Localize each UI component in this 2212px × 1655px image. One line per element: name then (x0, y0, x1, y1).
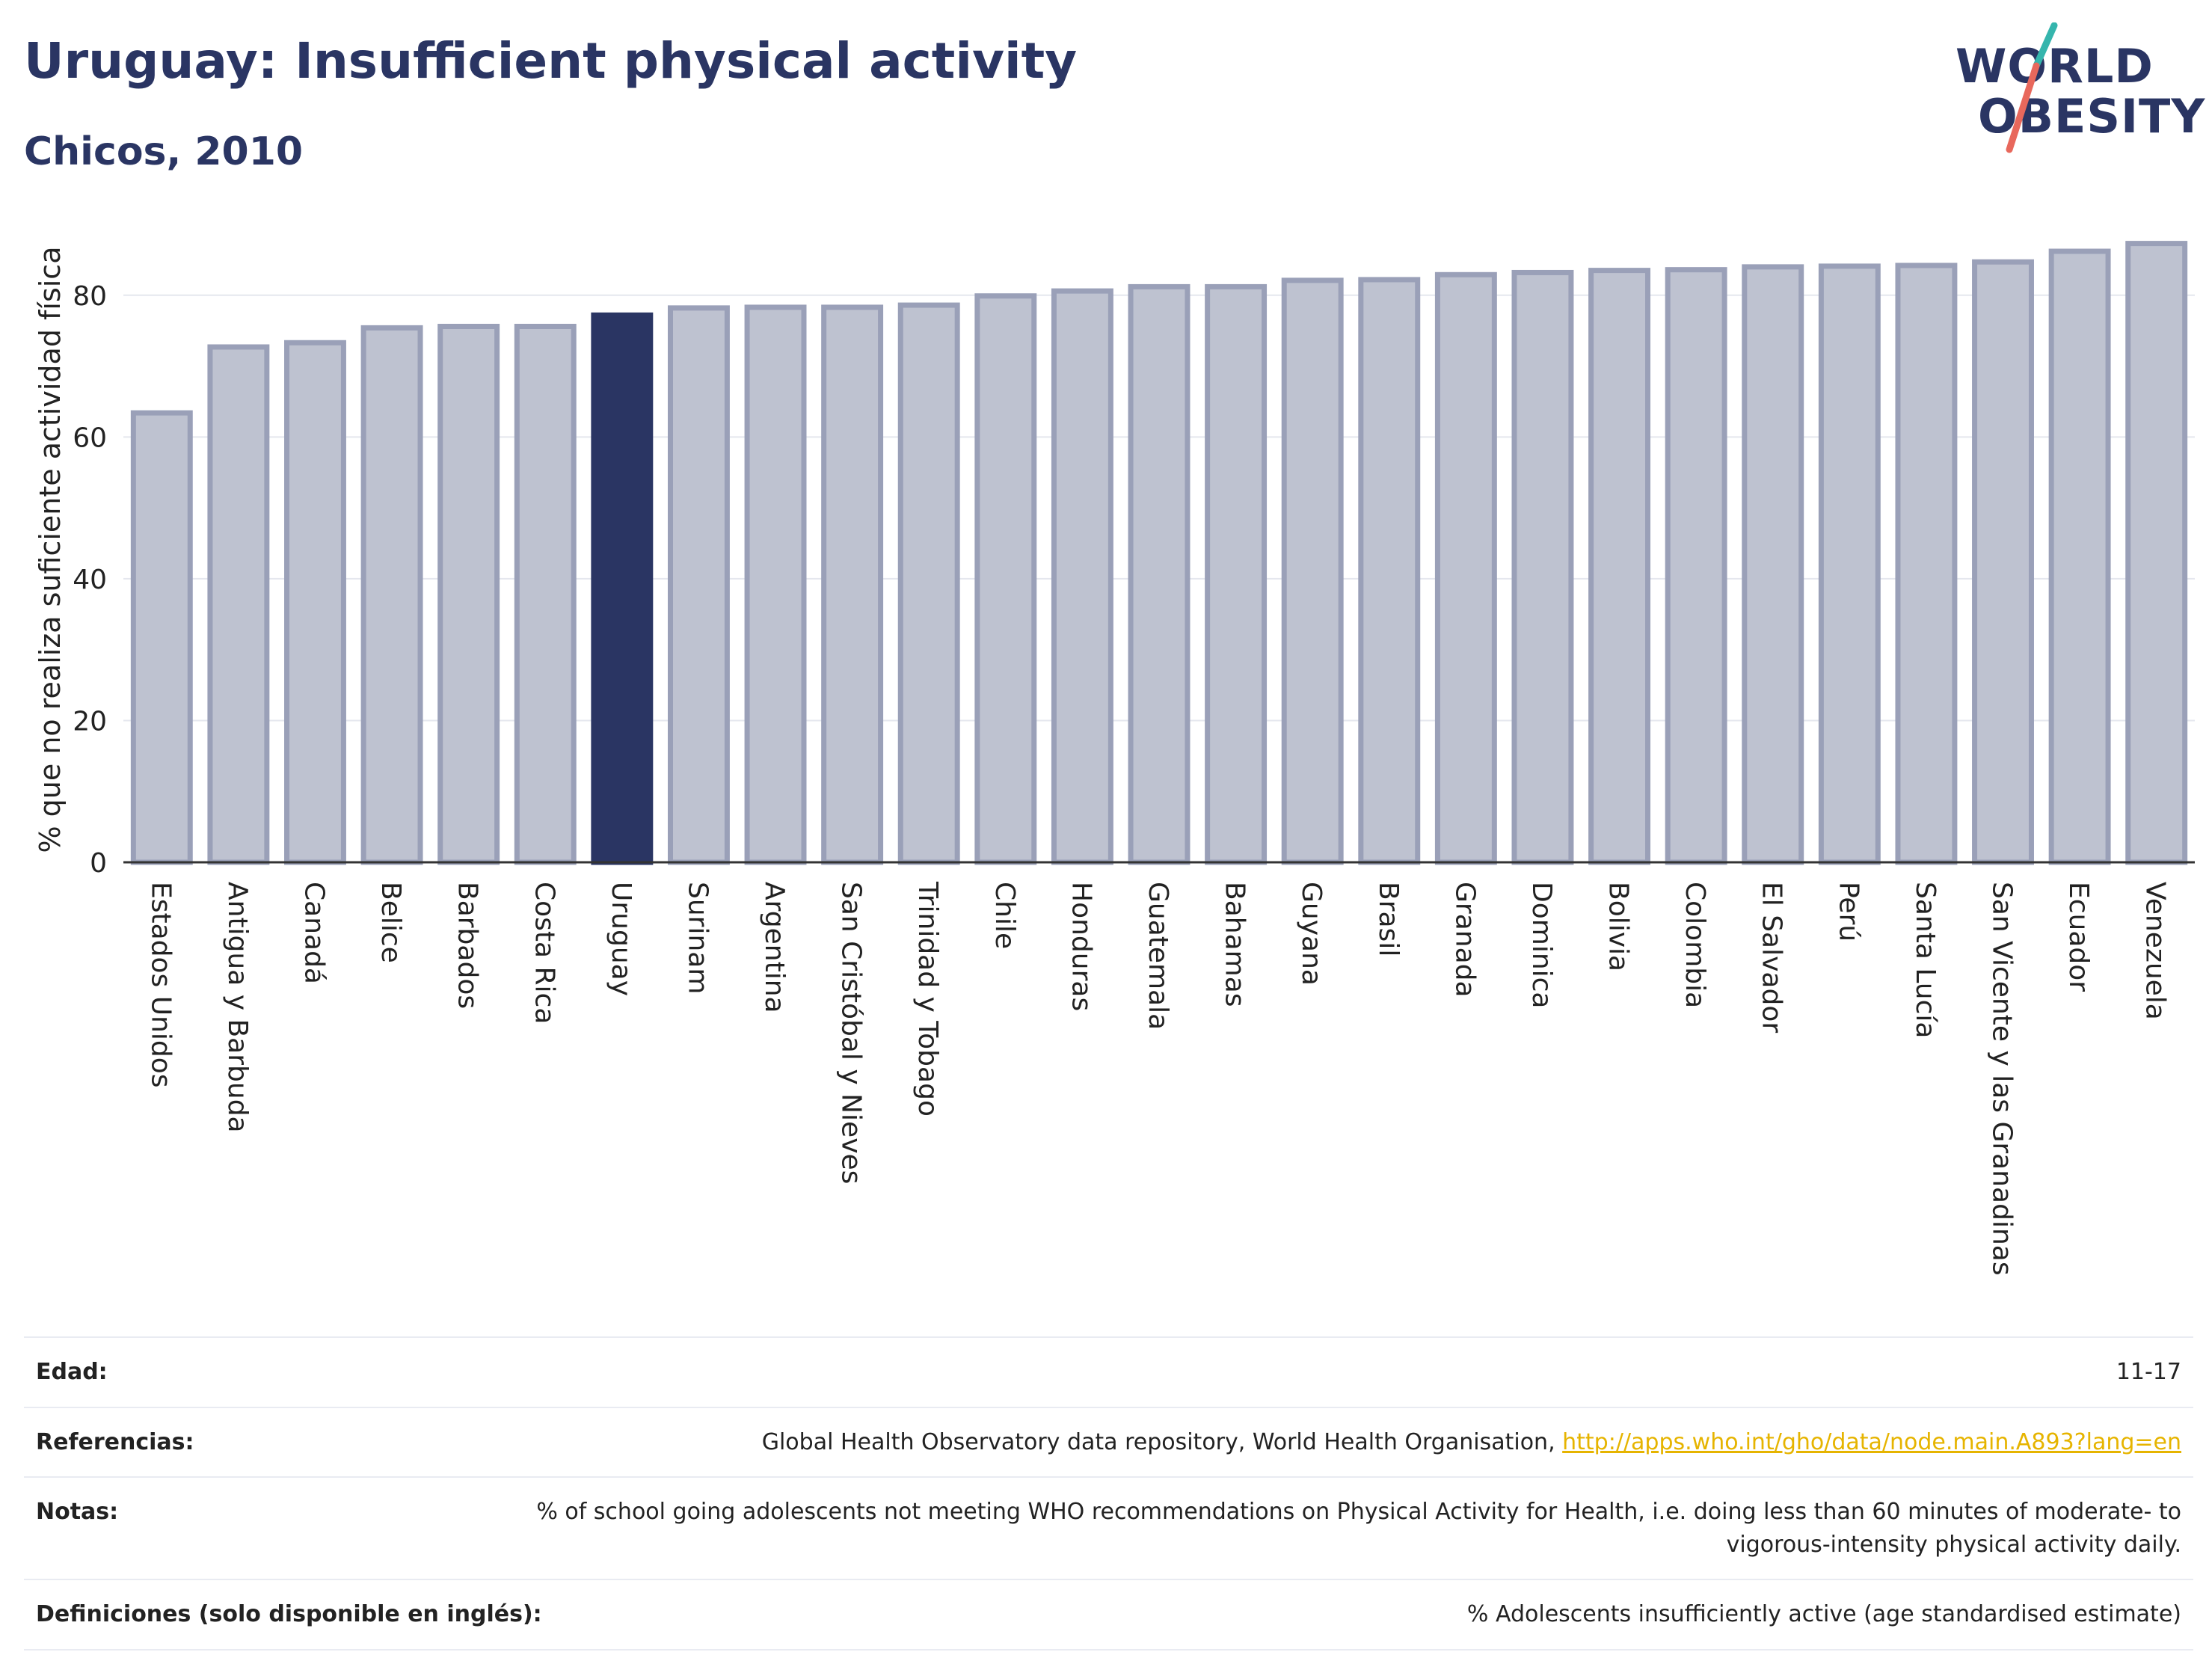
bar-barbados[interactable] (437, 323, 500, 865)
logo-slash-top (2033, 22, 2058, 70)
info-row-notes: Notas: % of school going adolescents not… (24, 1476, 2193, 1579)
references-link[interactable]: http://apps.who.int/gho/data/node.main.A… (1562, 1428, 2181, 1455)
logo-slash-icon (2006, 22, 2058, 153)
bar-venezuela[interactable] (2125, 241, 2188, 865)
x-tick-label: Surinam (682, 882, 713, 994)
definitions-label: Definiciones (solo disponible en inglés)… (36, 1601, 542, 1627)
logo-slash-bottom (2006, 62, 2040, 153)
bar-colombia[interactable] (1665, 267, 1727, 865)
x-tick-label: Barbados (452, 882, 483, 1009)
bar-el-salvador[interactable] (1742, 264, 1804, 865)
references-label: Referencias: (36, 1428, 194, 1455)
bar-antigua-y-barbuda[interactable] (207, 344, 270, 865)
x-tick-label: Uruguay (606, 882, 636, 996)
bar-honduras[interactable] (1051, 288, 1113, 865)
x-tick-label: San Vicente y las Granadinas (1987, 882, 2018, 1276)
notes-value: % of school going adolescents not meetin… (536, 1499, 2181, 1558)
x-tick-label: Brasil (1373, 882, 1404, 957)
x-tick-label: Santa Lucía (1910, 882, 1941, 1038)
x-tick-label: Perú (1833, 882, 1864, 942)
bar-estados-unidos[interactable] (130, 410, 193, 865)
bar-uruguay[interactable] (591, 312, 654, 865)
age-value: 11-17 (2116, 1359, 2181, 1385)
y-axis-label: % que no realiza suficiente actividad fí… (34, 247, 67, 853)
y-tick-label: 40 (73, 565, 107, 595)
x-tick-label: Guatemala (1143, 882, 1173, 1030)
bars (130, 241, 2188, 865)
y-tick-label: 60 (73, 423, 107, 453)
references-value: Global Health Observatory data repositor… (762, 1426, 2181, 1459)
y-tick-label: 80 (73, 281, 107, 312)
x-tick-label: Venezuela (2140, 882, 2171, 1020)
bar-guyana[interactable] (1281, 277, 1344, 865)
bar-canadá[interactable] (284, 340, 346, 865)
axes: 0 20 40 60 80 Estados Unidos Antigua y Barbuda… (73, 281, 2195, 1276)
bar-chile[interactable] (974, 293, 1037, 865)
x-tick-label: Ecuador (2063, 882, 2094, 992)
x-tick-label: Colombia (1680, 882, 1710, 1008)
x-tick-label: Guyana (1296, 882, 1327, 986)
x-tick-label: Estados Unidos (145, 882, 176, 1088)
x-tick-label: Bolivia (1603, 882, 1634, 971)
x-tick-label: Antigua y Barbuda (222, 882, 253, 1133)
x-tick-label: El Salvador (1757, 882, 1787, 1033)
x-tick-label: Trinidad y Tobago (912, 881, 943, 1117)
bar-santa-lucía[interactable] (1895, 262, 1958, 865)
x-tick-label: Costa Rica (529, 882, 559, 1024)
bar-ecuador[interactable] (2048, 248, 2111, 865)
definitions-value: % Adolescents insufficiently active (age… (1466, 1601, 2181, 1627)
bar-granada[interactable] (1434, 271, 1497, 865)
x-tick-label: Honduras (1066, 882, 1096, 1011)
x-tick-label: Granada (1449, 882, 1480, 998)
x-tick-label: Argentina (759, 882, 790, 1013)
bar-san-vicente-y-las-granadinas[interactable] (1972, 259, 2034, 865)
bar-chart: 0 20 40 60 80 Estados Unidos Antigua y Barbuda… (34, 241, 2195, 1276)
info-row-definitions: Definiciones (solo disponible en inglés)… (24, 1579, 2193, 1651)
bar-guatemala[interactable] (1128, 283, 1191, 865)
bar-san-cristóbal-y-nieves[interactable] (821, 304, 884, 865)
info-table: Edad: 11-17 Referencias: Global Health O… (24, 1336, 2193, 1651)
y-tick-label: 0 (90, 848, 107, 879)
bar-bolivia[interactable] (1588, 268, 1651, 865)
bar-surinam[interactable] (667, 305, 730, 865)
x-tick-label: San Cristóbal y Nieves (836, 882, 867, 1184)
bar-bahamas[interactable] (1205, 283, 1268, 865)
x-tick-label: Chile (989, 882, 1020, 949)
bar-costa-rica[interactable] (514, 323, 577, 865)
x-tick-label: Belice (375, 882, 406, 963)
logo-text-line1: WORLD (1956, 39, 2154, 93)
x-tick-label: Bahamas (1220, 882, 1250, 1007)
bar-argentina[interactable] (744, 304, 807, 865)
y-tick-label: 20 (73, 706, 107, 737)
bar-perú[interactable] (1818, 263, 1881, 865)
notes-label: Notas: (36, 1499, 119, 1525)
page-subtitle: Chicos, 2010 (24, 129, 304, 174)
bar-trinidad-y-tobago[interactable] (897, 302, 960, 865)
age-label: Edad: (36, 1359, 108, 1385)
x-tick-label: Canadá (298, 882, 329, 984)
x-tick-label: Dominica (1526, 882, 1557, 1009)
info-row-age: Edad: 11-17 (24, 1336, 2193, 1407)
bar-belice[interactable] (360, 325, 423, 865)
bar-brasil[interactable] (1358, 277, 1421, 865)
page-title: Uruguay: Insufficient physical activity (24, 32, 1078, 90)
references-text: Global Health Observatory data repositor… (761, 1428, 1563, 1455)
world-obesity-logo[interactable]: WORLD OBESITY (1956, 22, 2205, 157)
bar-dominica[interactable] (1511, 269, 1574, 865)
info-row-references: Referencias: Global Health Observatory d… (24, 1406, 2193, 1477)
